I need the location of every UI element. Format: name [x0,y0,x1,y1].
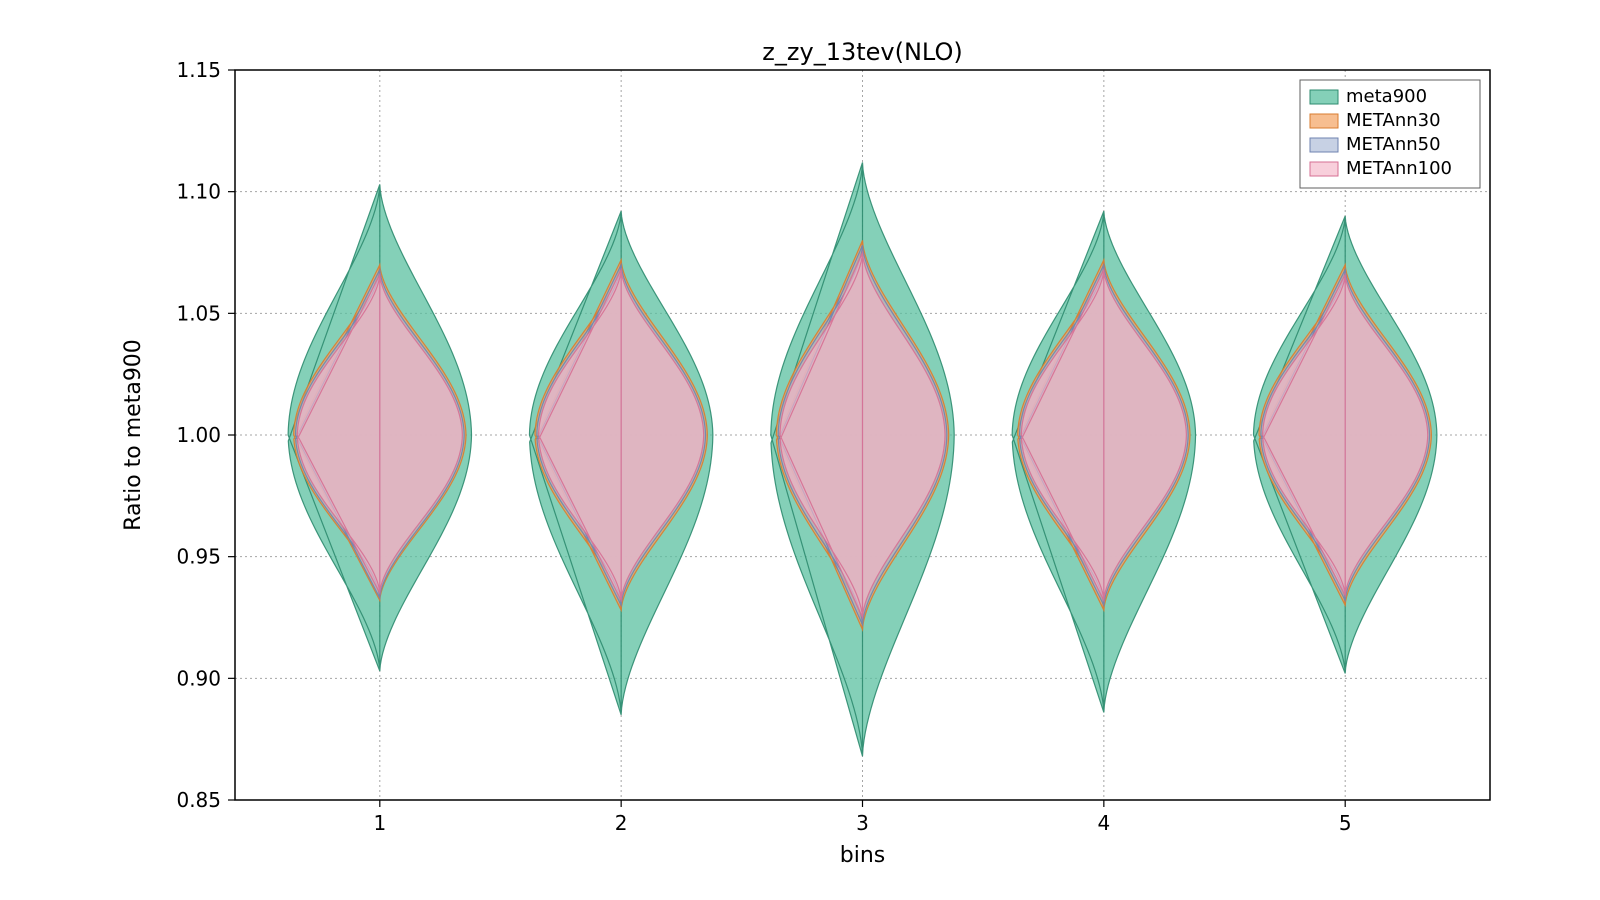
legend-label: METAnn50 [1346,134,1441,155]
legend-swatch [1310,138,1338,152]
ytick-label: 1.15 [176,58,221,82]
xtick-label: 4 [1097,811,1110,835]
legend-label: METAnn100 [1346,158,1452,179]
legend-swatch [1310,114,1338,128]
violin-chart: 1 2 3 4 5 0.85 0.90 0.95 1.00 1.05 1.10 1.15 bins Rat… [80,35,1520,865]
ytick-label: 0.90 [176,666,221,690]
y-axis-label: Ratio to meta900 [121,339,146,531]
legend-label: METAnn30 [1346,110,1441,131]
xtick-label: 5 [1339,811,1352,835]
legend-swatch [1310,162,1338,176]
xtick-label: 1 [373,811,386,835]
legend-swatch [1310,90,1338,104]
ytick-label: 1.00 [176,423,221,447]
ytick-label: 0.95 [176,545,221,569]
chart-svg: 1 2 3 4 5 0.85 0.90 0.95 1.00 1.05 1.10 1.15 bins Rat… [80,35,1520,865]
chart-title: z_zy_13tev(NLO) [762,38,962,66]
xtick-label: 2 [615,811,628,835]
ytick-label: 1.10 [176,180,221,204]
ytick-label: 0.85 [176,788,221,812]
ytick-label: 1.05 [176,301,221,325]
legend-label: meta900 [1346,86,1427,107]
x-axis-label: bins [840,843,885,865]
xtick-label: 3 [856,811,869,835]
